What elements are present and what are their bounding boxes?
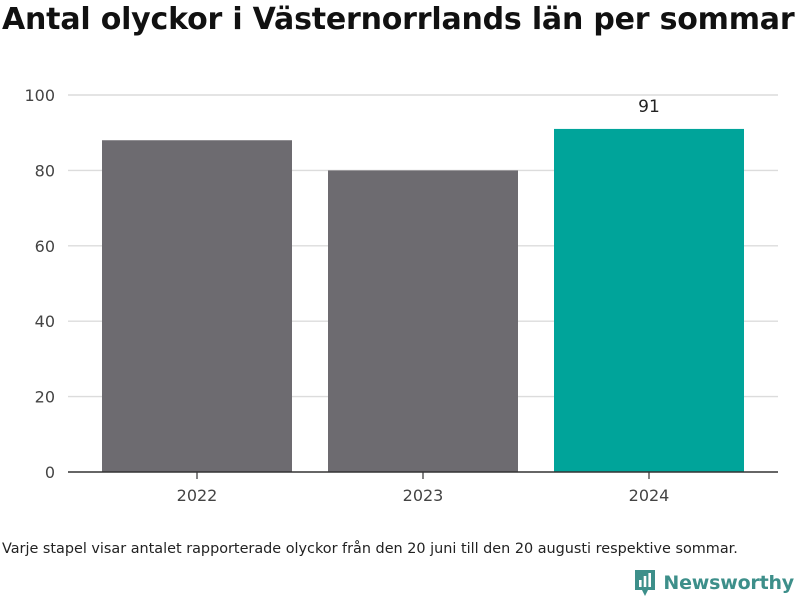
- y-tick-label: 0: [45, 463, 55, 482]
- x-tick-label: 2024: [629, 486, 670, 505]
- y-tick-label: 40: [35, 312, 55, 331]
- chart-title: Antal olyckor i Västernorrlands län per …: [2, 2, 795, 37]
- bar-chart: 0 20 40 60 80 100 91 2022 2023 2024: [24, 86, 778, 505]
- bars: [102, 128, 744, 473]
- bar-2024: [554, 128, 744, 472]
- y-tick-label: 80: [35, 161, 55, 180]
- y-tick-label: 20: [35, 388, 55, 407]
- y-tick-label: 60: [35, 237, 55, 256]
- data-labels: 91: [638, 97, 660, 117]
- bar-2023: [328, 170, 518, 472]
- chart-caption: Varje stapel visar antalet rapporterade …: [2, 541, 738, 557]
- brand: Newsworthy: [633, 568, 794, 598]
- bar-chart-logo-icon: [635, 570, 656, 596]
- y-axis-ticks: 0 20 40 60 80 100: [24, 86, 55, 482]
- bar-2022: [102, 140, 292, 473]
- data-label: 91: [638, 97, 660, 117]
- y-tick-label: 100: [24, 86, 55, 105]
- brand-name: Newsworthy: [663, 572, 794, 594]
- x-axis: 2022 2023 2024: [68, 471, 778, 505]
- x-tick-label: 2023: [403, 486, 444, 505]
- x-tick-label: 2022: [177, 486, 218, 505]
